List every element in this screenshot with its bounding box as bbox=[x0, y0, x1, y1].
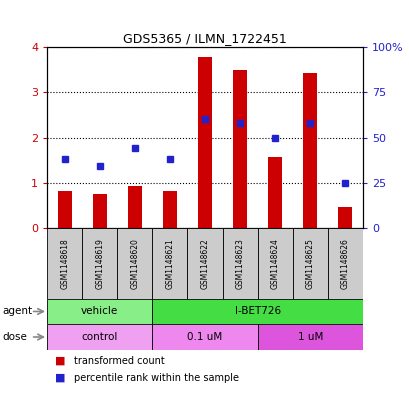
Bar bbox=[47, 299, 152, 324]
Bar bbox=[82, 228, 117, 299]
Text: GSM1148625: GSM1148625 bbox=[305, 238, 314, 289]
Bar bbox=[92, 194, 106, 228]
Bar bbox=[117, 228, 152, 299]
Text: I-BET726: I-BET726 bbox=[234, 307, 280, 316]
Bar bbox=[303, 73, 317, 228]
Bar bbox=[292, 228, 327, 299]
Text: GSM1148621: GSM1148621 bbox=[165, 238, 174, 289]
Bar bbox=[198, 57, 211, 228]
Bar bbox=[232, 70, 247, 228]
Bar bbox=[58, 191, 72, 228]
Text: control: control bbox=[81, 332, 118, 342]
Bar bbox=[187, 228, 222, 299]
Bar bbox=[257, 324, 362, 350]
Text: 1 uM: 1 uM bbox=[297, 332, 322, 342]
Text: GSM1148619: GSM1148619 bbox=[95, 238, 104, 289]
Text: GSM1148624: GSM1148624 bbox=[270, 238, 279, 289]
Text: percentile rank within the sample: percentile rank within the sample bbox=[74, 373, 238, 383]
Bar bbox=[47, 324, 152, 350]
Bar bbox=[222, 228, 257, 299]
Text: 0.1 uM: 0.1 uM bbox=[187, 332, 222, 342]
Text: ■: ■ bbox=[55, 356, 66, 366]
Bar bbox=[267, 156, 281, 228]
Text: transformed count: transformed count bbox=[74, 356, 164, 366]
Bar bbox=[152, 299, 362, 324]
Bar bbox=[162, 191, 177, 228]
Bar bbox=[257, 228, 292, 299]
Text: GSM1148623: GSM1148623 bbox=[235, 238, 244, 289]
Text: vehicle: vehicle bbox=[81, 307, 118, 316]
Bar bbox=[337, 207, 351, 228]
Text: ■: ■ bbox=[55, 373, 66, 383]
Bar bbox=[47, 228, 82, 299]
Bar bbox=[152, 228, 187, 299]
Text: GSM1148622: GSM1148622 bbox=[200, 238, 209, 289]
Bar bbox=[327, 228, 362, 299]
Bar bbox=[152, 324, 257, 350]
Text: agent: agent bbox=[2, 307, 32, 316]
Text: GSM1148618: GSM1148618 bbox=[60, 238, 69, 289]
Bar bbox=[128, 186, 142, 228]
Text: GSM1148620: GSM1148620 bbox=[130, 238, 139, 289]
Text: dose: dose bbox=[2, 332, 27, 342]
Title: GDS5365 / ILMN_1722451: GDS5365 / ILMN_1722451 bbox=[123, 31, 286, 44]
Text: GSM1148626: GSM1148626 bbox=[340, 238, 349, 289]
